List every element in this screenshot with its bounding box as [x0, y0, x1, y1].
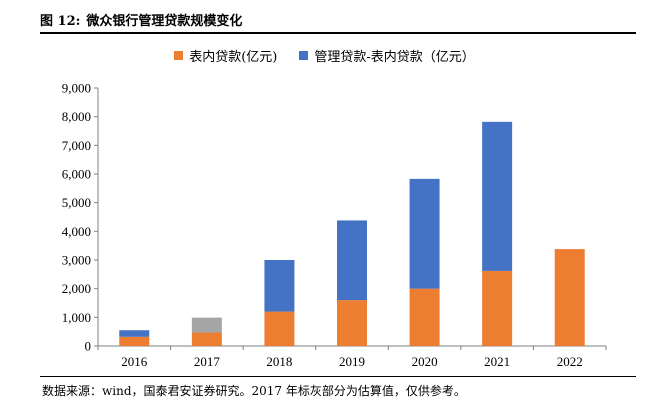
legend-item-on-balance: 表内贷款(亿元) — [174, 46, 277, 65]
x-tick-label: 2020 — [412, 354, 438, 369]
x-tick-label: 2021 — [484, 354, 510, 369]
bar-on-balance-2021 — [482, 270, 513, 346]
y-tick-label: 2,000 — [62, 281, 91, 296]
bottom-rule — [40, 376, 636, 377]
bar-on-balance-2016 — [119, 336, 150, 346]
top-rule — [40, 32, 636, 34]
legend-swatch-on-balance — [174, 51, 184, 60]
y-tick-label: 7,000 — [62, 138, 91, 153]
bar-managed-2021 — [482, 121, 513, 271]
legend-swatch-managed — [299, 51, 309, 60]
y-tick-label: 9,000 — [62, 81, 91, 96]
bar-on-balance-2022 — [554, 249, 585, 346]
y-tick-label: 3,000 — [62, 253, 91, 268]
x-tick-label: 2017 — [194, 354, 221, 369]
bar-managed-2020 — [409, 178, 440, 289]
legend-label-on-balance: 表内贷款(亿元) — [189, 50, 278, 65]
y-tick-label: 5,000 — [62, 195, 91, 210]
figure-title-text: 微众银行管理贷款规模变化 — [86, 14, 243, 29]
x-tick-label: 2019 — [339, 354, 365, 369]
x-tick-label: 2022 — [557, 354, 583, 369]
x-tick-label: 2018 — [266, 354, 292, 369]
y-tick-label: 4,000 — [62, 224, 91, 239]
y-tick-label: 1,000 — [62, 310, 91, 325]
source-note: 数据来源：wind，国泰君安证券研究。2017 年标灰部分为估算值，仅供参考。 — [42, 384, 466, 398]
bar-managed-2017 — [191, 317, 222, 333]
bar-on-balance-2019 — [337, 300, 367, 346]
y-tick-label: 0 — [85, 339, 92, 354]
bar-managed-2019 — [337, 220, 367, 301]
bar-on-balance-2020 — [409, 288, 440, 346]
figure-title: 图 12: 微众银行管理贷款规模变化 — [40, 10, 242, 29]
bar-on-balance-2017 — [191, 332, 222, 346]
legend-item-managed: 管理贷款-表内贷款（亿元） — [299, 46, 475, 65]
chart-legend: 表内贷款(亿元) 管理贷款-表内贷款（亿元） — [0, 46, 649, 65]
y-tick-label: 6,000 — [62, 167, 91, 182]
y-tick-label: 8,000 — [62, 109, 91, 124]
figure-number: 图 12: — [40, 14, 81, 29]
legend-label-managed: 管理贷款-表内贷款（亿元） — [314, 50, 475, 65]
x-tick-label: 2016 — [121, 354, 148, 369]
bar-managed-2016 — [119, 330, 150, 337]
bar-on-balance-2018 — [264, 311, 295, 346]
bar-managed-2018 — [264, 260, 295, 312]
